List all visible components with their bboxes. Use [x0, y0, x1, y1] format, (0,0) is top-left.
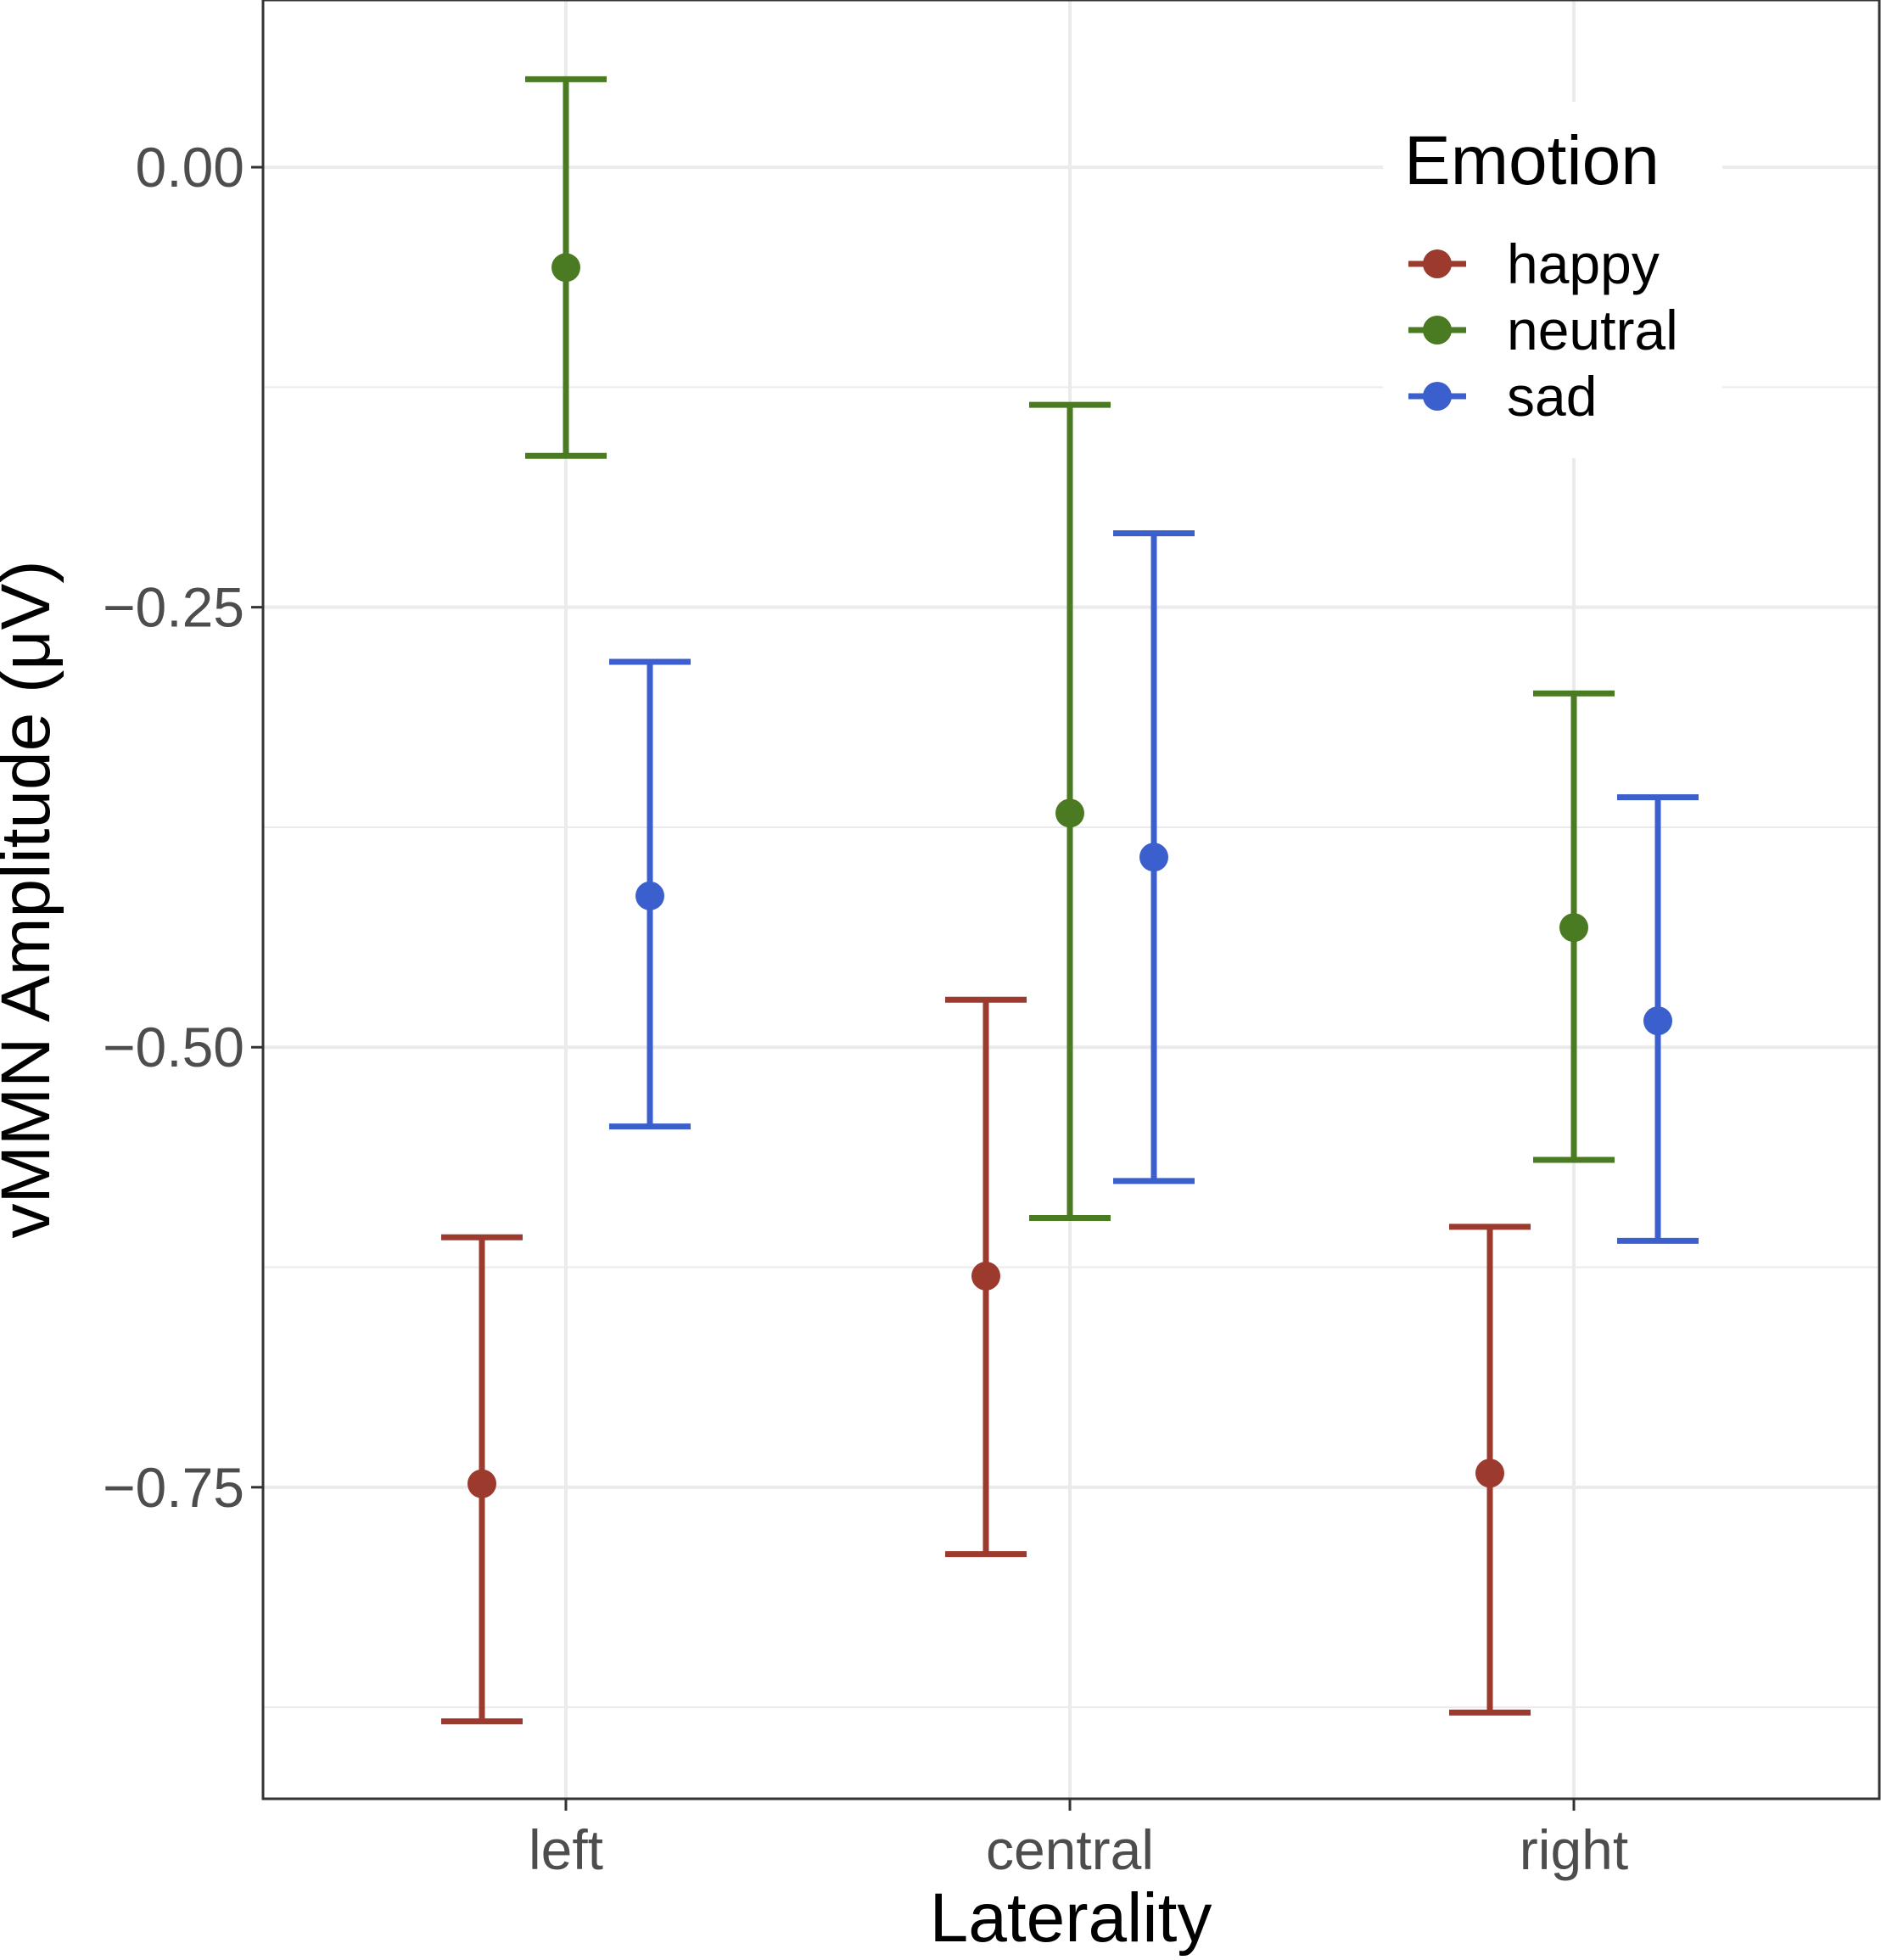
legend-key-point-neutral [1423, 316, 1452, 344]
point-happy [467, 1469, 496, 1498]
legend-title: Emotion [1404, 122, 1660, 199]
x-tick-label: left [529, 1818, 603, 1881]
y-tick-label: 0.00 [136, 136, 244, 199]
y-axis: 0.00 −0.25 −0.50 −0.75 [103, 136, 263, 1519]
point-neutral [1559, 913, 1588, 943]
point-neutral [551, 253, 580, 283]
y-tick-label: −0.25 [103, 576, 244, 639]
legend-key-point-happy [1423, 249, 1452, 278]
legend-key-point-sad [1423, 382, 1452, 411]
x-axis: left central right [529, 1799, 1628, 1881]
legend-label-neutral: neutral [1507, 299, 1678, 361]
point-happy [971, 1261, 1000, 1291]
y-tick-label: −0.75 [103, 1456, 244, 1519]
point-sad [1139, 843, 1168, 872]
y-axis-title: vMMN Amplitude (μV) [0, 560, 64, 1238]
point-neutral [1055, 798, 1084, 828]
point-sad [635, 881, 664, 910]
data-series [441, 76, 1699, 1725]
point-happy [1475, 1459, 1504, 1488]
series-sad [609, 530, 1699, 1244]
x-axis-title: Laterality [930, 1879, 1212, 1957]
legend-label-sad: sad [1507, 365, 1597, 428]
series-happy [441, 996, 1531, 1725]
point-sad [1643, 1006, 1672, 1036]
y-tick-label: −0.50 [103, 1016, 244, 1078]
x-tick-label: central [986, 1818, 1154, 1881]
legend-label-happy: happy [1507, 232, 1660, 295]
x-tick-label: right [1520, 1818, 1628, 1881]
series-neutral [525, 76, 1615, 1221]
